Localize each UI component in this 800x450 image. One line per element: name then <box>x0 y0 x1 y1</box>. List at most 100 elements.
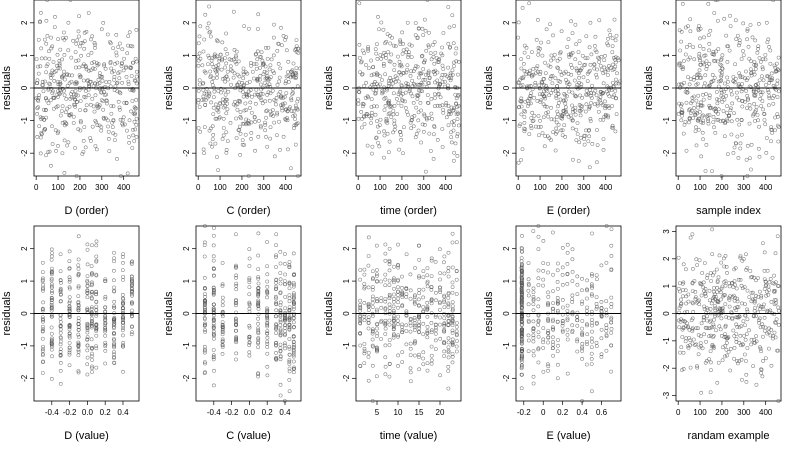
data-point <box>693 129 698 134</box>
data-point <box>425 300 430 305</box>
data-point <box>707 298 712 303</box>
data-point <box>112 356 116 360</box>
x-tick-label: 20 <box>436 408 445 417</box>
data-point <box>203 317 207 321</box>
data-point <box>130 330 134 334</box>
data-point <box>106 124 110 129</box>
data-point <box>44 70 48 75</box>
data-point <box>774 298 778 302</box>
data-point <box>396 289 400 294</box>
data-point <box>712 317 716 322</box>
data-point <box>76 294 81 298</box>
data-point <box>588 93 593 98</box>
data-point <box>593 48 598 53</box>
data-point <box>582 63 586 68</box>
data-point <box>265 108 269 113</box>
data-point <box>710 52 715 56</box>
data-point <box>212 336 216 341</box>
data-point <box>417 326 422 331</box>
data-point <box>570 297 575 301</box>
data-point <box>370 305 375 309</box>
data-point <box>595 160 599 165</box>
data-point <box>383 297 388 301</box>
data-point <box>403 99 407 104</box>
data-point <box>129 65 134 70</box>
data-point <box>50 73 55 78</box>
data-point <box>676 255 681 260</box>
data-point <box>570 270 575 274</box>
data-point <box>546 368 550 373</box>
data-point <box>732 145 737 150</box>
data-point <box>531 381 536 386</box>
data-point <box>590 273 594 278</box>
data-point <box>40 278 45 282</box>
y-tick-label: 1 <box>342 278 351 283</box>
data-point <box>237 99 242 103</box>
data-point <box>438 103 442 108</box>
data-point <box>392 286 396 291</box>
data-point <box>442 271 447 276</box>
data-point <box>544 111 549 115</box>
data-point <box>438 373 442 378</box>
data-point <box>539 80 544 84</box>
data-point <box>49 340 54 344</box>
data-point <box>294 76 298 80</box>
data-point <box>519 365 524 369</box>
data-point <box>573 57 578 62</box>
data-point <box>386 150 391 154</box>
data-point <box>560 329 565 334</box>
data-point <box>387 292 392 297</box>
data-point <box>85 335 90 339</box>
data-point <box>283 312 287 316</box>
data-point <box>726 113 731 118</box>
data-point <box>438 315 442 320</box>
data-point <box>570 312 575 317</box>
x-tick-label: 400 <box>759 408 773 417</box>
data-point <box>386 112 391 116</box>
data-point <box>112 77 116 82</box>
data-point <box>766 90 771 95</box>
data-point <box>128 44 133 48</box>
data-point <box>536 304 541 309</box>
data-point <box>94 292 98 297</box>
data-point <box>205 95 210 100</box>
data-point <box>584 88 589 93</box>
data-point <box>748 106 753 111</box>
data-point <box>290 72 295 77</box>
data-point <box>74 59 78 63</box>
data-point <box>773 65 778 70</box>
data-point <box>41 276 45 281</box>
data-point <box>397 90 402 95</box>
data-point <box>86 93 91 98</box>
data-point <box>693 295 698 299</box>
data-point <box>446 292 451 296</box>
data-point <box>554 96 559 100</box>
data-point <box>72 92 76 97</box>
data-point <box>421 362 426 367</box>
data-point <box>220 345 225 349</box>
data-point <box>240 81 245 85</box>
data-point <box>278 331 283 335</box>
data-point <box>49 46 54 51</box>
data-point <box>278 66 283 71</box>
data-point <box>576 159 581 163</box>
data-point <box>770 281 775 286</box>
data-point <box>121 274 125 279</box>
data-point <box>103 340 108 345</box>
data-point <box>450 354 455 359</box>
data-point <box>380 91 385 96</box>
data-point <box>124 100 129 105</box>
data-point <box>265 306 269 311</box>
data-point <box>41 344 45 349</box>
data-point <box>583 56 588 60</box>
data-point <box>375 348 379 353</box>
y-axis-label: residuals <box>1 291 13 336</box>
data-point <box>433 260 438 264</box>
data-point <box>422 112 427 117</box>
data-point <box>734 332 739 336</box>
data-point <box>432 124 436 128</box>
data-point <box>749 299 754 304</box>
data-point <box>247 303 252 307</box>
x-tick-label: 200 <box>715 183 729 192</box>
data-point <box>272 154 277 159</box>
